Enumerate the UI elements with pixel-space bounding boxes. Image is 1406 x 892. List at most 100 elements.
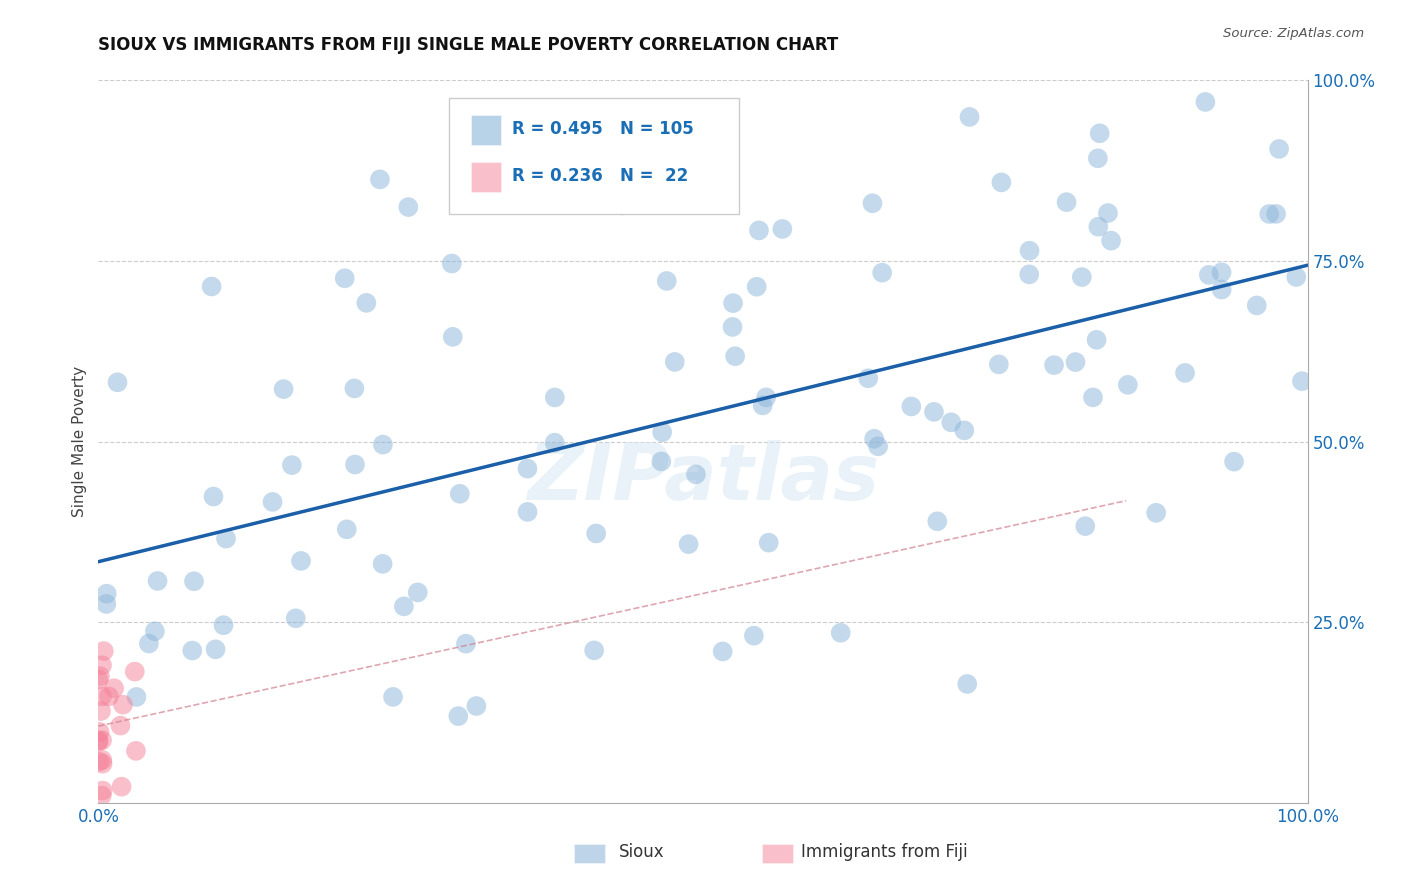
- Point: [856, 371, 879, 385]
- Point: [1099, 234, 1122, 248]
- Point: [758, 535, 780, 549]
- Point: [91, 658, 114, 673]
- FancyBboxPatch shape: [471, 115, 501, 145]
- Point: [290, 554, 312, 568]
- Point: [721, 296, 744, 310]
- Point: [721, 320, 744, 334]
- Point: [748, 223, 770, 237]
- Point: [922, 405, 945, 419]
- Point: [371, 437, 394, 451]
- Point: [449, 487, 471, 501]
- Text: Immigrants from Fiji: Immigrants from Fiji: [801, 843, 969, 861]
- Point: [987, 358, 1010, 372]
- Point: [87, 734, 110, 748]
- Point: [751, 398, 773, 412]
- Point: [343, 458, 366, 472]
- Point: [343, 381, 366, 395]
- Point: [91, 690, 114, 704]
- Point: [93, 644, 115, 658]
- Point: [1174, 366, 1197, 380]
- Point: [262, 495, 284, 509]
- Point: [202, 490, 225, 504]
- Point: [201, 279, 224, 293]
- Point: [110, 780, 132, 794]
- Point: [215, 532, 238, 546]
- Point: [1097, 206, 1119, 220]
- Text: ZIPatlas: ZIPatlas: [527, 440, 879, 516]
- Point: [406, 585, 429, 599]
- Point: [900, 400, 922, 414]
- Point: [678, 537, 700, 551]
- Point: [447, 709, 470, 723]
- Point: [204, 642, 226, 657]
- Text: Source: ZipAtlas.com: Source: ZipAtlas.com: [1223, 27, 1364, 40]
- Point: [441, 330, 464, 344]
- Point: [651, 425, 673, 440]
- Point: [371, 557, 394, 571]
- Point: [1087, 219, 1109, 234]
- Point: [454, 637, 477, 651]
- Point: [125, 690, 148, 704]
- Point: [440, 256, 463, 270]
- Point: [830, 625, 852, 640]
- Point: [273, 382, 295, 396]
- Text: SIOUX VS IMMIGRANTS FROM FIJI SINGLE MALE POVERTY CORRELATION CHART: SIOUX VS IMMIGRANTS FROM FIJI SINGLE MAL…: [98, 36, 838, 54]
- Point: [125, 744, 148, 758]
- Point: [382, 690, 405, 704]
- Point: [1064, 355, 1087, 369]
- Point: [90, 789, 112, 803]
- Point: [111, 698, 134, 712]
- Point: [87, 733, 110, 747]
- Y-axis label: Single Male Poverty: Single Male Poverty: [72, 366, 87, 517]
- Point: [97, 690, 120, 704]
- Point: [89, 669, 111, 683]
- Point: [544, 435, 567, 450]
- Point: [336, 522, 359, 536]
- Point: [1087, 151, 1109, 165]
- Point: [770, 222, 793, 236]
- Point: [1088, 126, 1111, 140]
- Point: [583, 643, 606, 657]
- FancyBboxPatch shape: [471, 162, 501, 193]
- Point: [585, 526, 607, 541]
- Point: [610, 198, 633, 212]
- Point: [1258, 207, 1281, 221]
- Point: [990, 175, 1012, 189]
- Point: [146, 574, 169, 588]
- FancyBboxPatch shape: [449, 98, 740, 214]
- Point: [1268, 142, 1291, 156]
- Point: [91, 783, 114, 797]
- Point: [516, 505, 538, 519]
- Point: [1291, 374, 1313, 388]
- Point: [1211, 265, 1233, 279]
- Point: [1223, 455, 1246, 469]
- Text: R = 0.495   N = 105: R = 0.495 N = 105: [512, 120, 693, 137]
- Point: [96, 597, 118, 611]
- Point: [396, 200, 419, 214]
- Point: [862, 196, 884, 211]
- Point: [745, 279, 768, 293]
- Point: [655, 274, 678, 288]
- Point: [91, 733, 114, 747]
- Text: R = 0.236   N =  22: R = 0.236 N = 22: [512, 168, 688, 186]
- Point: [544, 391, 567, 405]
- Point: [711, 644, 734, 658]
- Point: [1116, 377, 1139, 392]
- Point: [103, 681, 125, 696]
- Point: [281, 458, 304, 472]
- Point: [89, 725, 111, 739]
- Point: [941, 415, 963, 429]
- Point: [724, 349, 747, 363]
- Point: [956, 677, 979, 691]
- Point: [110, 718, 132, 732]
- Point: [368, 172, 391, 186]
- Point: [1018, 268, 1040, 282]
- Point: [1265, 207, 1288, 221]
- Point: [742, 629, 765, 643]
- Point: [1056, 195, 1078, 210]
- Point: [1211, 283, 1233, 297]
- Point: [516, 461, 538, 475]
- Point: [1285, 270, 1308, 285]
- Point: [953, 423, 976, 437]
- Point: [91, 753, 114, 767]
